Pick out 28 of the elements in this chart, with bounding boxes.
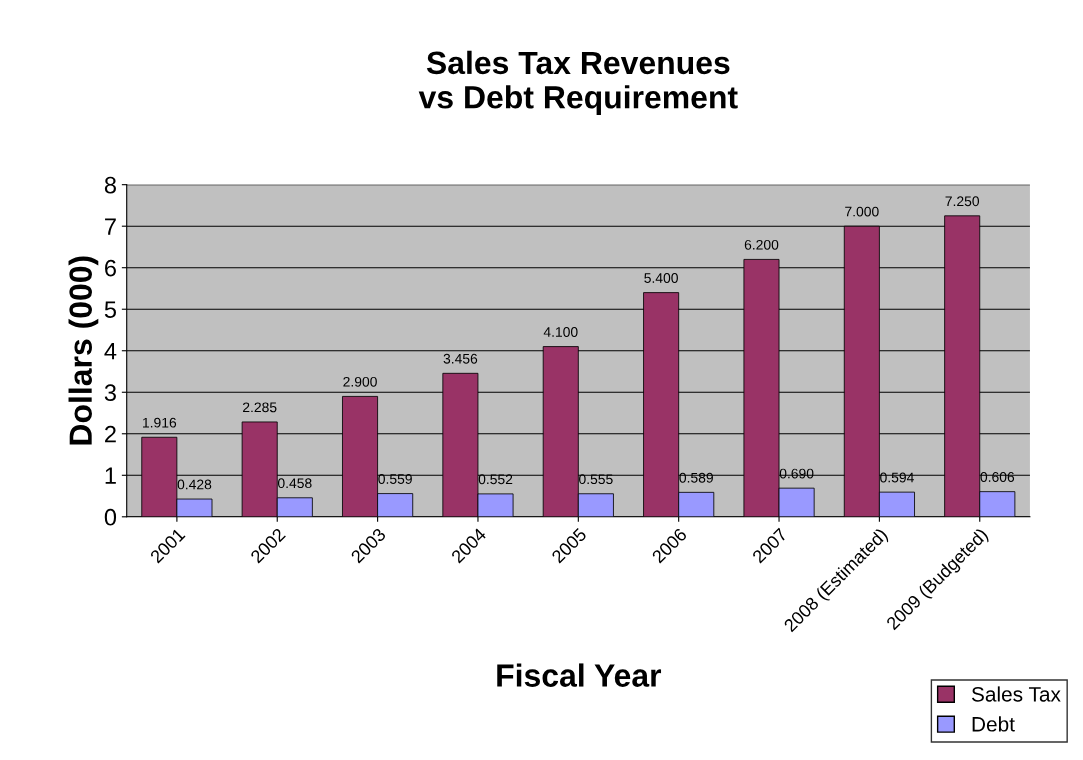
chart-title: Sales Tax Revenues vs Debt Requirement bbox=[418, 50, 738, 115]
data-label: 4.100 bbox=[543, 327, 578, 337]
data-label: 0.552 bbox=[478, 474, 513, 485]
data-label: 7.250 bbox=[945, 196, 980, 207]
y-tick-label: 5 bbox=[104, 301, 116, 319]
data-label: 0.458 bbox=[277, 478, 312, 489]
data-label: 0.559 bbox=[378, 474, 412, 484]
data-label: 7.000 bbox=[845, 206, 879, 217]
data-label: 1.916 bbox=[143, 417, 177, 428]
y-tick-label: 2 bbox=[105, 425, 116, 443]
data-label: 0.555 bbox=[579, 474, 613, 485]
y-tick-label: 6 bbox=[105, 259, 116, 277]
y-tick-label: 3 bbox=[104, 384, 116, 402]
data-label: 0.428 bbox=[177, 479, 212, 490]
data-label: 6.200 bbox=[744, 239, 779, 250]
y-tick-label: 4 bbox=[104, 343, 117, 360]
data-label: 3.456 bbox=[443, 353, 478, 364]
y-tick-label: 8 bbox=[104, 176, 116, 194]
x-axis-title: Fiscal Year bbox=[497, 663, 662, 687]
y-tick-label: 7 bbox=[105, 218, 116, 235]
data-label: 2.900 bbox=[343, 376, 377, 387]
y-axis-title: Dollars (000) bbox=[68, 256, 99, 445]
y-tick-label: 1 bbox=[105, 467, 116, 484]
y-tick-label: 0 bbox=[104, 508, 117, 526]
legend-label: Debt bbox=[972, 716, 1015, 732]
data-label: 2.285 bbox=[243, 402, 277, 413]
legend-label: Sales Tax bbox=[971, 686, 1061, 702]
data-label: 5.400 bbox=[644, 273, 678, 283]
